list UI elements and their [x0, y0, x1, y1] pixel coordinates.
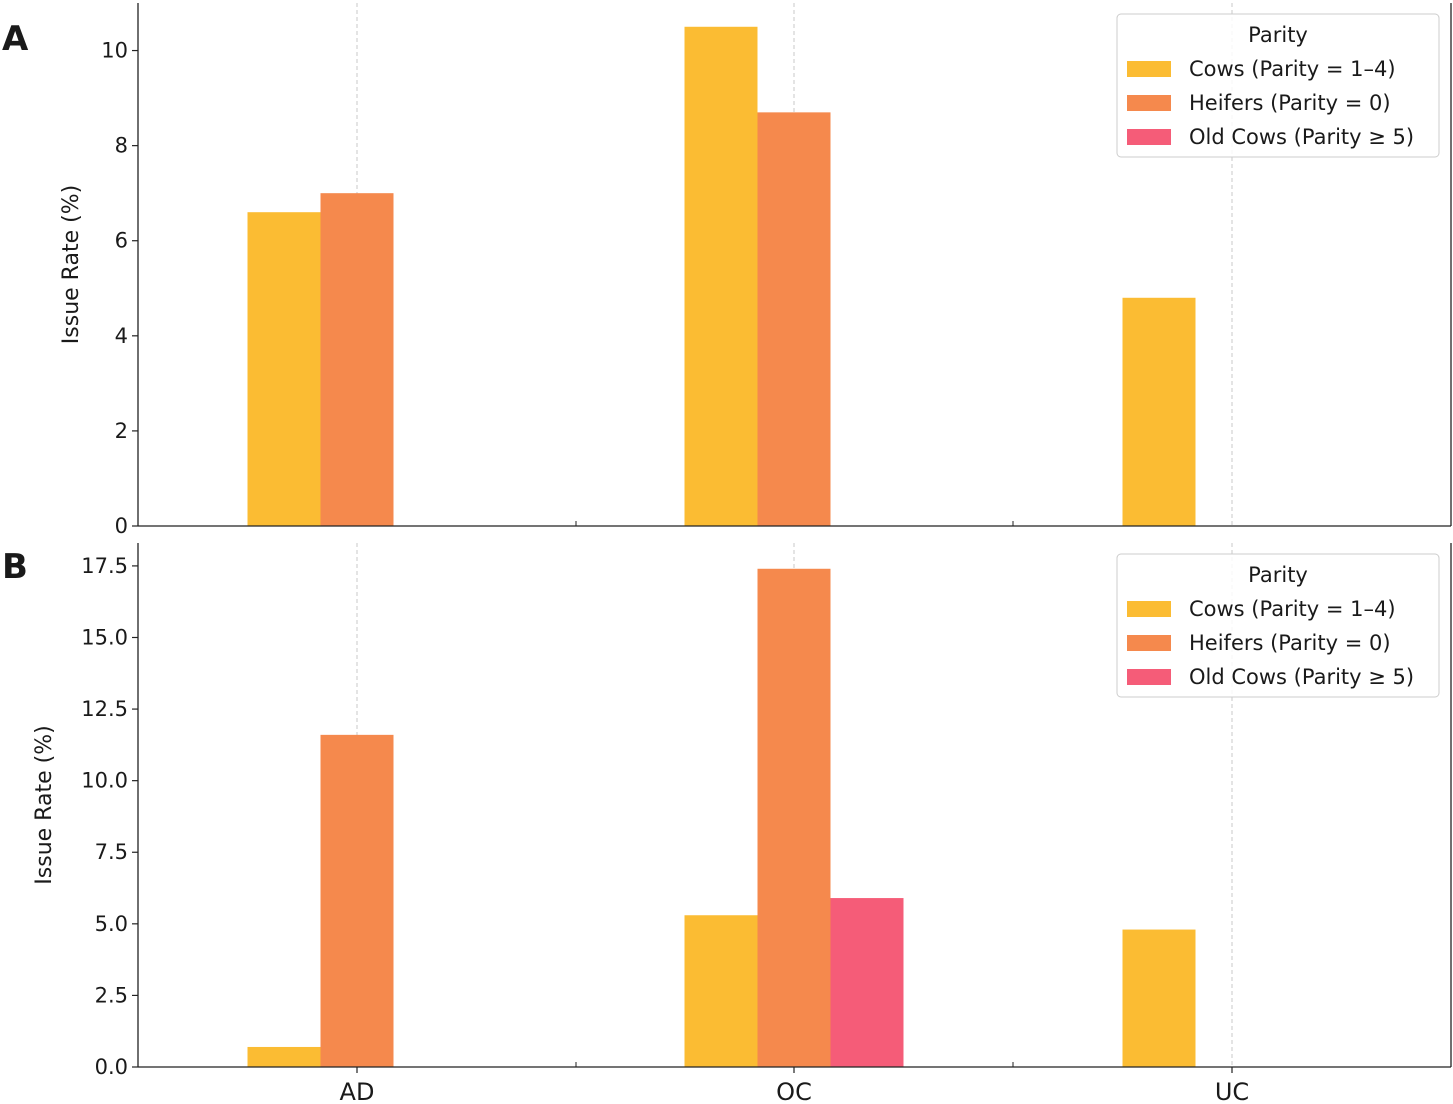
legend: Parity Cows (Parity = 1–4) Heifers (Parity… — [1116, 13, 1440, 158]
y-tick-label: 12.5 — [81, 697, 128, 721]
legend-frame — [1116, 553, 1440, 698]
y-tick-label: 5.0 — [95, 912, 128, 936]
y-tick-label: 2.5 — [95, 983, 128, 1007]
x-tick-label-uc: UC — [1215, 1078, 1249, 1104]
y-tick-label: 15.0 — [81, 625, 128, 649]
bar-ad-series-1 — [247, 1046, 321, 1067]
bar-oc-series-3 — [830, 898, 904, 1067]
bar-oc-series-2 — [757, 112, 831, 526]
legend-swatch-2 — [1127, 95, 1171, 111]
bar-ad-series-1 — [247, 212, 321, 526]
legend-title: Parity — [1248, 23, 1308, 47]
y-axis-title: Issue Rate (%) — [32, 725, 57, 884]
bar-oc-series-1 — [684, 26, 758, 526]
y-tick-label: 0.0 — [95, 1055, 128, 1079]
bar-uc-series-1 — [1122, 297, 1196, 526]
y-axis-title: Issue Rate (%) — [59, 185, 84, 344]
legend-label-2: Heifers (Parity = 0) — [1189, 91, 1391, 115]
legend-swatch-2 — [1127, 635, 1171, 651]
legend-swatch-1 — [1127, 601, 1171, 617]
legend-label-3: Old Cows (Parity ≥ 5) — [1189, 125, 1414, 149]
y-tick-label: 2 — [115, 419, 128, 443]
legend-label-3: Old Cows (Parity ≥ 5) — [1189, 665, 1414, 689]
bar-ad-series-2 — [320, 734, 394, 1067]
legend-title: Parity — [1248, 563, 1308, 587]
legend-swatch-3 — [1127, 129, 1171, 145]
y-tick-label: 8 — [115, 134, 128, 158]
panel-label-a: A — [2, 19, 29, 59]
y-tick-label: 4 — [115, 324, 128, 348]
bar-oc-series-2 — [757, 568, 831, 1067]
legend-swatch-1 — [1127, 61, 1171, 77]
legend-swatch-3 — [1127, 669, 1171, 685]
panel-b-plot: 0.0 2.5 5.0 7.5 10.0 12.5 15.0 17.5 Issue Rate (… — [32, 543, 1452, 1104]
panel-label-b: B — [2, 547, 28, 587]
y-tick-label: 6 — [115, 229, 128, 253]
y-tick-label: 10 — [101, 39, 128, 63]
y-tick-label: 17.5 — [81, 554, 128, 578]
y-tick-label: 0 — [115, 514, 128, 538]
bar-oc-series-1 — [684, 915, 758, 1067]
x-tick-label-oc: OC — [776, 1078, 812, 1104]
bar-ad-series-2 — [320, 193, 394, 526]
y-tick-label: 10.0 — [81, 769, 128, 793]
legend-label-1: Cows (Parity = 1–4) — [1189, 597, 1396, 621]
legend-label-2: Heifers (Parity = 0) — [1189, 631, 1391, 655]
x-tick-label-ad: AD — [340, 1078, 375, 1104]
panel-a-plot: 0 2 4 6 8 10 Issue Rate (%) Parity Cows (Parity … — [59, 3, 1452, 538]
bar-uc-series-1 — [1122, 929, 1196, 1067]
legend-label-1: Cows (Parity = 1–4) — [1189, 57, 1396, 81]
legend: Parity Cows (Parity = 1–4) Heifers (Parity… — [1116, 553, 1440, 698]
legend-frame — [1116, 13, 1440, 158]
y-tick-label: 7.5 — [95, 840, 128, 864]
